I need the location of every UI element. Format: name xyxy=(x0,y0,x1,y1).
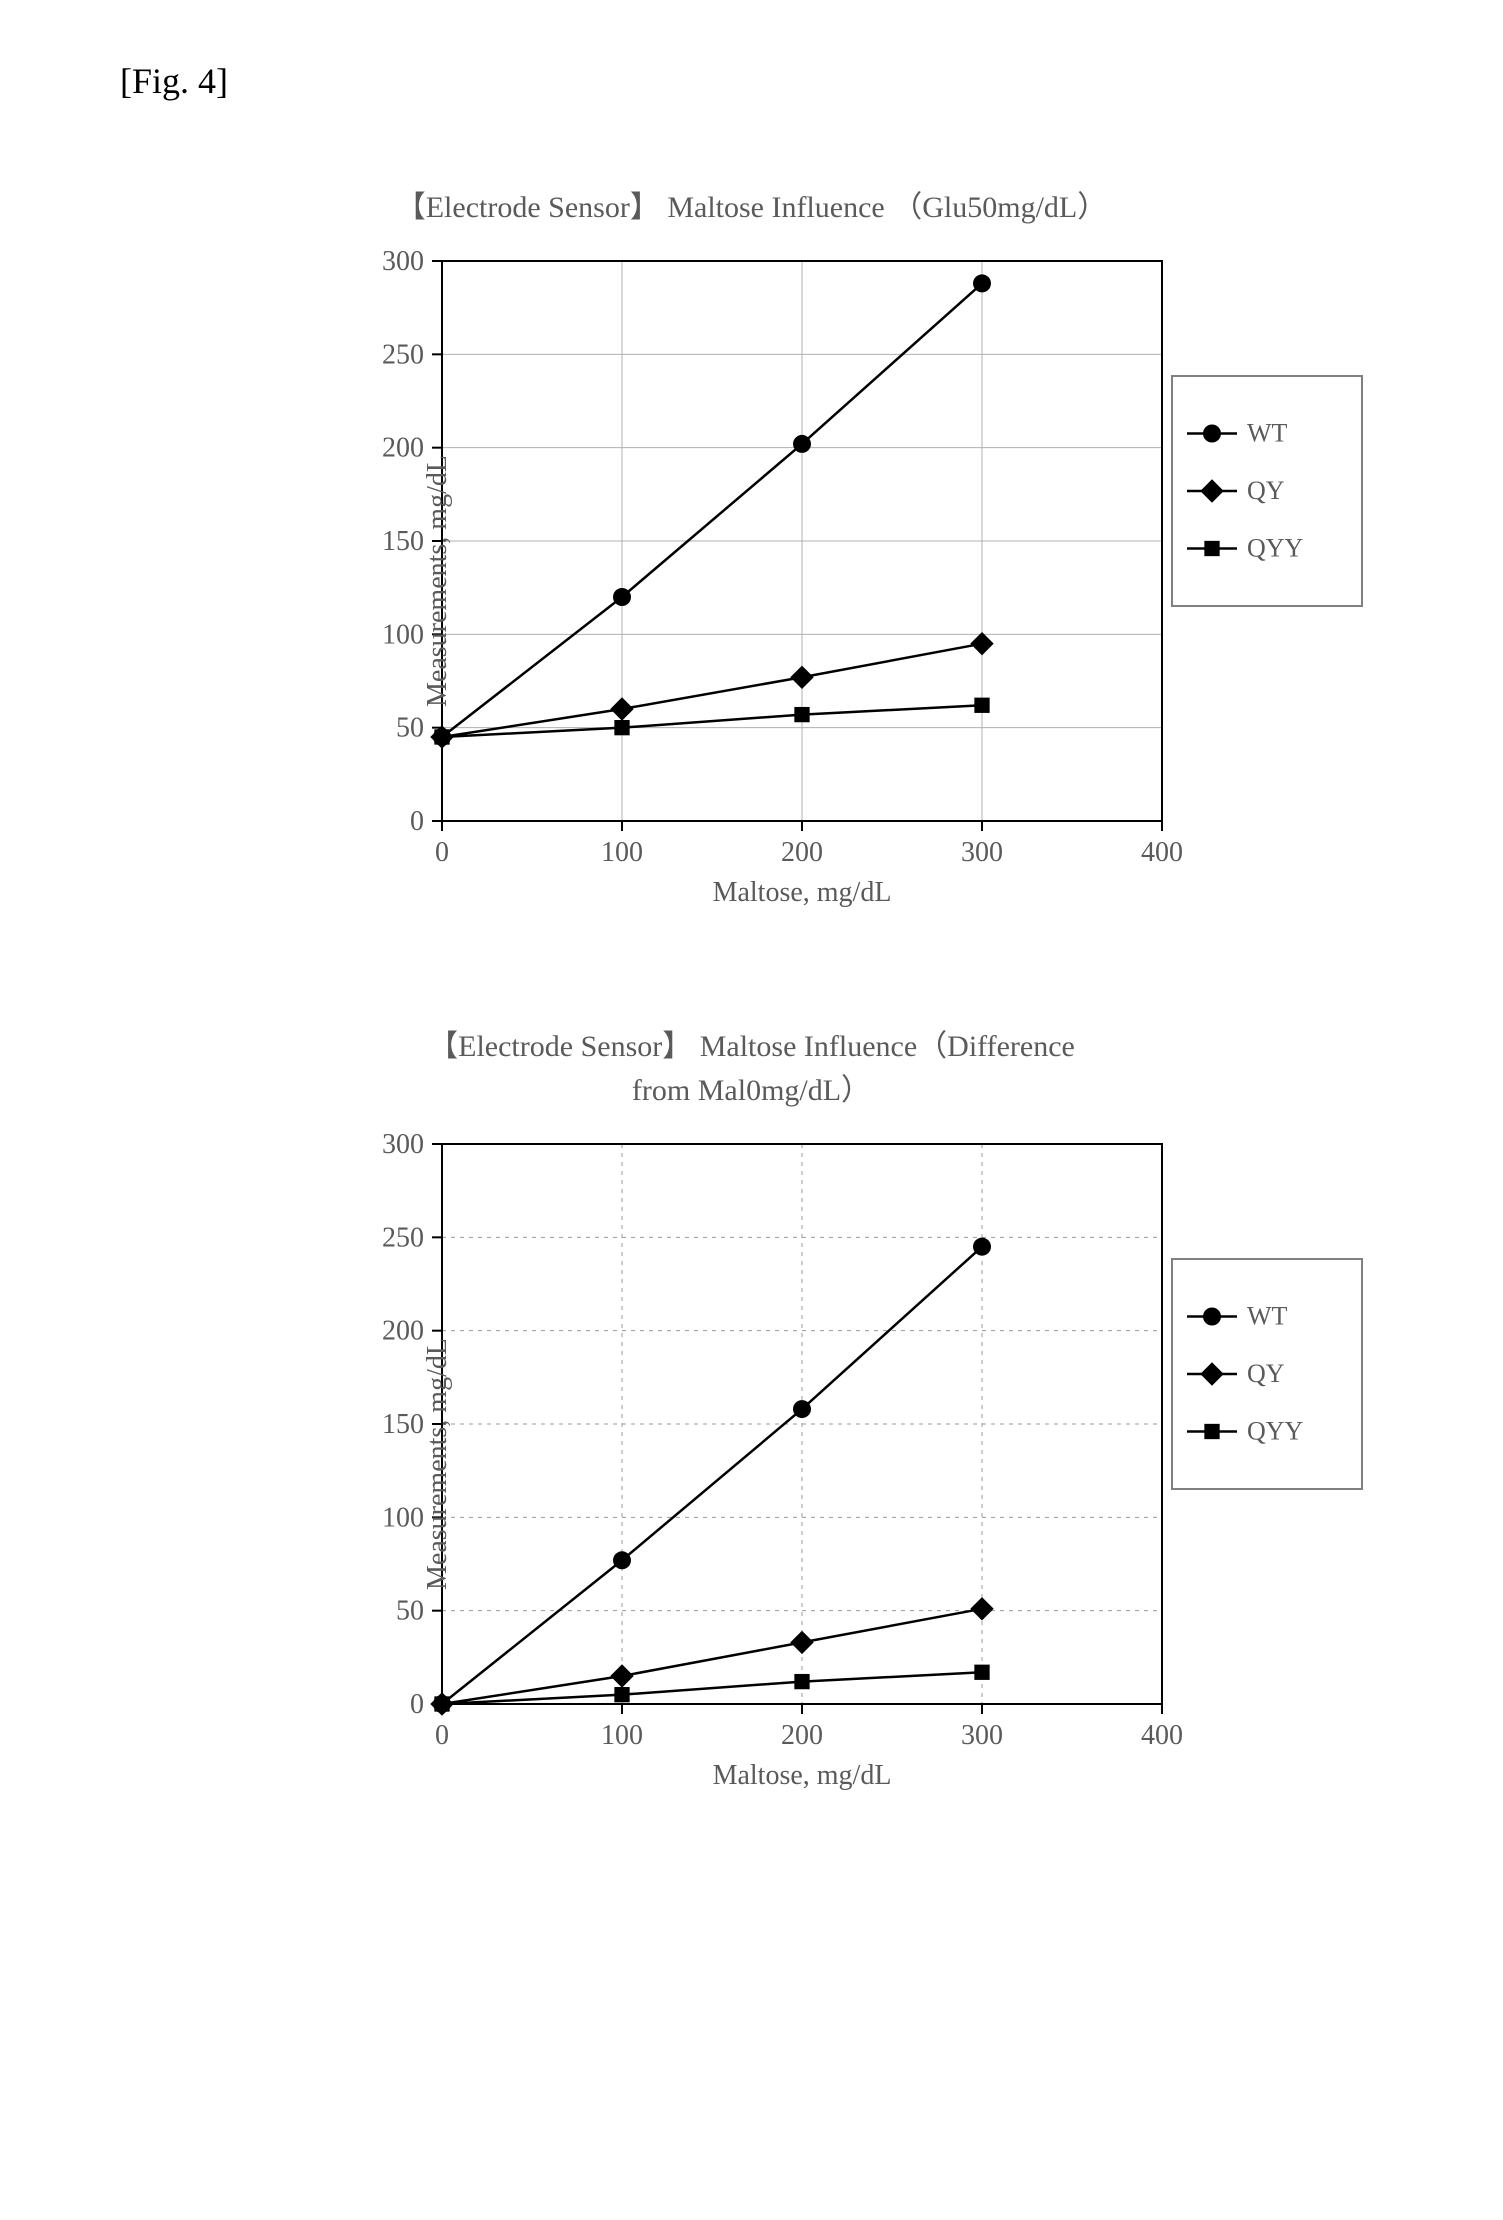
svg-text:WT: WT xyxy=(1247,419,1288,448)
svg-text:QY: QY xyxy=(1247,476,1285,505)
chart-title: 【Electrode Sensor】 Maltose Influence （Gl… xyxy=(202,182,1302,226)
y-axis-label: Measurements, mg/dL xyxy=(421,455,453,707)
chart-bottom: 【Electrode Sensor】 Maltose Influence（Dif… xyxy=(202,1021,1302,1804)
svg-text:QYY: QYY xyxy=(1247,534,1304,563)
svg-text:Maltose, mg/dL: Maltose, mg/dL xyxy=(712,1760,891,1791)
svg-text:0: 0 xyxy=(410,806,424,837)
svg-text:QY: QY xyxy=(1247,1359,1285,1388)
svg-text:Maltose, mg/dL: Maltose, mg/dL xyxy=(712,877,891,908)
svg-text:WT: WT xyxy=(1247,1302,1288,1331)
svg-text:300: 300 xyxy=(382,1129,424,1160)
svg-text:300: 300 xyxy=(382,246,424,277)
svg-text:150: 150 xyxy=(382,1409,424,1440)
svg-text:200: 200 xyxy=(781,837,823,868)
svg-text:50: 50 xyxy=(396,1596,424,1627)
svg-text:100: 100 xyxy=(601,1720,643,1751)
svg-text:50: 50 xyxy=(396,713,424,744)
svg-text:200: 200 xyxy=(382,433,424,464)
svg-text:400: 400 xyxy=(1141,1720,1183,1751)
svg-text:150: 150 xyxy=(382,526,424,557)
svg-text:100: 100 xyxy=(382,1502,424,1533)
page-container: [Fig. 4] 【Electrode Sensor】 Maltose Infl… xyxy=(0,0,1503,1964)
svg-text:0: 0 xyxy=(435,837,449,868)
svg-text:300: 300 xyxy=(961,837,1003,868)
svg-text:250: 250 xyxy=(382,1222,424,1253)
svg-text:300: 300 xyxy=(961,1720,1003,1751)
svg-text:0: 0 xyxy=(410,1689,424,1720)
svg-text:250: 250 xyxy=(382,339,424,370)
charts-host: 【Electrode Sensor】 Maltose Influence （Gl… xyxy=(100,182,1403,1804)
svg-text:200: 200 xyxy=(781,1720,823,1751)
svg-text:100: 100 xyxy=(601,837,643,868)
svg-text:QYY: QYY xyxy=(1247,1417,1304,1446)
y-axis-label: Measurements, mg/dL xyxy=(421,1338,453,1590)
figure-label: [Fig. 4] xyxy=(120,60,1403,102)
svg-text:400: 400 xyxy=(1141,837,1183,868)
svg-text:100: 100 xyxy=(382,619,424,650)
chart-plot-area: Measurements, mg/dL 0 100 200 300 400 0 50 100 15… xyxy=(362,1124,1302,1804)
svg-text:200: 200 xyxy=(382,1316,424,1347)
svg-text:0: 0 xyxy=(435,1720,449,1751)
chart-title: 【Electrode Sensor】 Maltose Influence（Dif… xyxy=(202,1021,1302,1109)
chart-plot-area: Measurements, mg/dL 0 100 200 300 400 0 50 100 15… xyxy=(362,241,1302,921)
chart-top: 【Electrode Sensor】 Maltose Influence （Gl… xyxy=(202,182,1302,921)
